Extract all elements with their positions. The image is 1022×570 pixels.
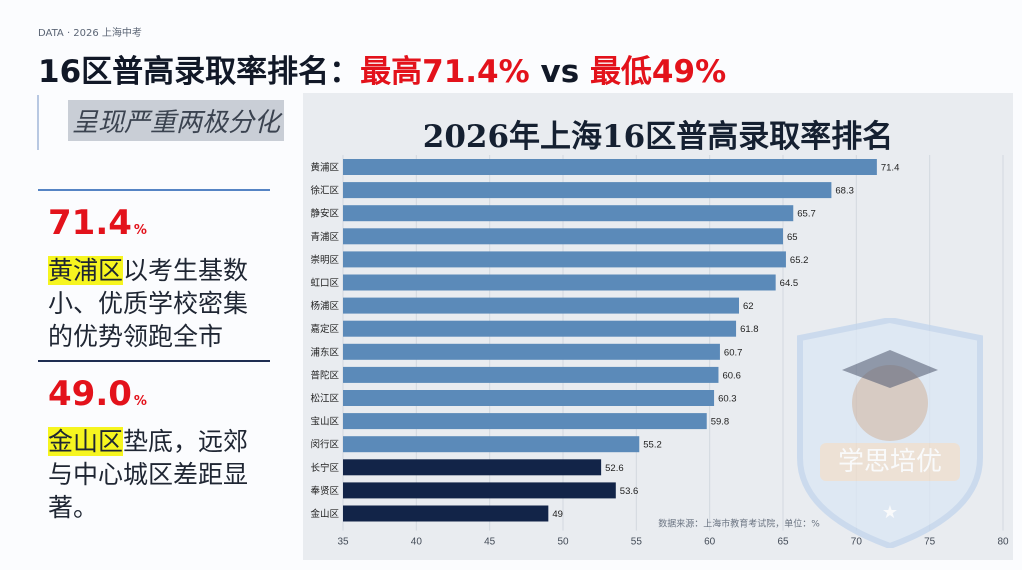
watermark-badge-icon: 学思培优 ★: [797, 318, 983, 548]
bar: [343, 459, 602, 476]
bar: [343, 297, 739, 314]
bar: [343, 343, 720, 360]
category-label: 宝山区: [310, 416, 339, 428]
headline-text: 16区普高录取率排名：: [38, 54, 361, 90]
bar: [343, 413, 707, 430]
highlight-district: 金山区: [48, 427, 124, 456]
bar: [343, 366, 719, 383]
x-tick-label: 60: [704, 537, 716, 548]
category-label: 普陀区: [310, 369, 339, 381]
subtitle: 呈现严重两极分化: [68, 100, 285, 141]
category-label: 浦东区: [310, 346, 339, 358]
value-label: 52.6: [605, 463, 624, 474]
value-label: 61.8: [740, 324, 759, 335]
value-label: 65.7: [797, 209, 816, 220]
highlight-number: 49.0: [48, 374, 132, 414]
bar: [343, 390, 715, 406]
x-tick-label: 65: [777, 537, 789, 548]
x-tick-label: 75: [924, 537, 936, 548]
headline-highest: 最高71.4%: [360, 54, 530, 90]
highlight-number: 71.4: [48, 203, 132, 243]
highlight-unit: %: [133, 394, 147, 409]
highlight-text: 垫底，远郊与中心城区差距显著。: [48, 427, 249, 522]
bar: [343, 320, 737, 337]
headline-vs: vs: [529, 54, 590, 90]
bar: [343, 505, 549, 522]
highlight-value: 49.0%: [48, 376, 270, 420]
bar: [343, 482, 616, 499]
source-note: 数据来源：上海市教育考试院，单位：%: [658, 518, 820, 530]
highlight-text: 以考生基数小、优质学校密集的优势领跑全市: [48, 256, 249, 351]
headline-lowest: 最低49%: [589, 54, 727, 90]
category-label: 虹口区: [310, 278, 339, 289]
highlight-district: 黄浦区: [48, 256, 124, 285]
bar-chart: 35 40 45 50 55 60 65 70 75 80 黄浦区 71.4 徐汇区 68.3 静安区 65.…: [310, 155, 1009, 548]
value-label: 68.3: [835, 186, 854, 197]
value-label: 53.6: [620, 486, 639, 497]
highlight-card-bottom: 49.0% 金山区垫底，远郊与中心城区差距显著。: [38, 360, 270, 524]
value-label: 65: [787, 232, 798, 243]
x-tick-label: 40: [411, 537, 423, 548]
category-label: 静安区: [310, 208, 339, 220]
category-label: 奉贤区: [310, 485, 339, 497]
bar: [343, 205, 794, 222]
value-label: 59.8: [711, 417, 730, 428]
value-label: 60.3: [718, 394, 737, 405]
highlight-card-top: 71.4% 黄浦区以考生基数小、优质学校密集的优势领跑全市: [38, 189, 270, 353]
x-tick-label: 70: [851, 537, 863, 548]
star-icon: ★: [882, 502, 898, 523]
bar: [343, 159, 877, 175]
highlight-unit: %: [133, 223, 147, 238]
category-label: 松江区: [310, 393, 339, 405]
bar: [343, 274, 776, 291]
highlight-value: 71.4%: [48, 205, 270, 249]
x-tick-label: 35: [337, 537, 349, 548]
highlight-description: 金山区垫底，远郊与中心城区差距显著。: [48, 425, 270, 524]
category-label: 嘉定区: [310, 323, 339, 335]
category-label: 徐汇区: [310, 185, 339, 197]
category-label: 闵行区: [310, 439, 339, 451]
value-label: 55.2: [643, 440, 662, 451]
data-tag: DATA · 2026 上海中考: [38, 28, 142, 39]
value-label: 60.7: [724, 347, 743, 358]
value-label: 62: [743, 301, 754, 312]
x-tick-label: 45: [484, 537, 496, 548]
accent-line: [37, 95, 39, 150]
bar: [343, 228, 783, 245]
x-tick-label: 80: [997, 537, 1009, 548]
bar: [343, 182, 832, 199]
category-label: 杨浦区: [310, 300, 339, 312]
category-label: 崇明区: [310, 255, 339, 266]
category-label: 青浦区: [310, 231, 339, 243]
value-label: 60.6: [722, 370, 741, 381]
category-label: 黄浦区: [310, 162, 339, 174]
category-label: 金山区: [310, 508, 339, 520]
category-label: 长宁区: [310, 462, 339, 474]
watermark-text: 学思培优: [838, 446, 942, 476]
value-label: 49: [552, 509, 563, 520]
x-tick-label: 55: [631, 537, 643, 548]
x-tick-label: 50: [557, 537, 569, 548]
chart-title: 2026年上海16区普高录取率排名: [422, 119, 894, 155]
value-label: 71.4: [881, 163, 900, 174]
highlight-description: 黄浦区以考生基数小、优质学校密集的优势领跑全市: [48, 254, 270, 353]
bar: [343, 251, 786, 268]
value-label: 64.5: [780, 278, 799, 289]
bar: [343, 436, 640, 453]
value-label: 65.2: [790, 255, 809, 266]
headline: 16区普高录取率排名：最高71.4% vs 最低49%: [38, 46, 726, 91]
